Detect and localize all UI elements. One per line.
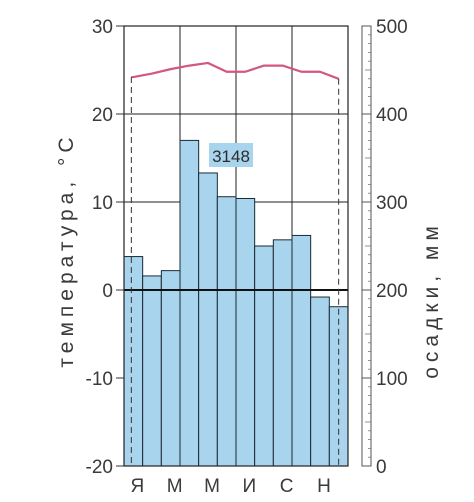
axis-titles: температура, °С осадки, мм [55, 132, 443, 378]
month-label: Я [130, 476, 144, 497]
precipitation-bar [216, 196, 237, 467]
precipitation-bar [235, 197, 256, 467]
precipitation-bar [123, 256, 144, 467]
precipitation-bar [291, 234, 312, 467]
temperature-line [130, 61, 340, 466]
precipitation-axis-title: осадки, мм [420, 221, 443, 379]
temperature-series-line [131, 61, 340, 80]
precipitation-tick-label: 0 [376, 457, 387, 478]
temperature-tick-label: -20 [86, 457, 113, 478]
annual-total-bg [209, 143, 253, 167]
precipitation-bar [254, 245, 274, 467]
month-label: Н [317, 476, 331, 497]
precipitation-bar [160, 270, 181, 467]
temperature-tick-label: 10 [92, 193, 113, 214]
precipitation-tick-label: 400 [376, 105, 408, 126]
month-label: И [243, 476, 257, 497]
temperature-tick-label: 30 [92, 17, 113, 38]
month-label: М [167, 476, 183, 497]
precipitation-tick-label: 300 [376, 193, 408, 214]
precipitation-bar [272, 239, 293, 467]
month-label: С [280, 476, 294, 497]
precipitation-tick-label: 200 [376, 281, 408, 302]
month-label: М [204, 476, 220, 497]
precipitation-tick-label: 100 [376, 369, 408, 390]
plot-border [123, 25, 349, 467]
temperature-axis-title: температура, °С [55, 132, 78, 367]
precipitation-bar [179, 139, 200, 467]
precipitation-bar [198, 172, 218, 467]
precipitation-bar [310, 296, 330, 467]
precipitation-bars: 3148 [123, 139, 349, 467]
precipitation-bar [142, 275, 162, 467]
precipitation-axis-ticks: 0 100 200 300 400 500 [362, 17, 408, 478]
temperature-axis-ticks: -20 -10 0 10 20 30 [86, 17, 124, 478]
temperature-tick-label: 20 [92, 105, 113, 126]
temperature-tick-label: -10 [86, 369, 113, 390]
temperature-tick-label: 0 [102, 281, 113, 302]
annual-total-box: 3148 [209, 143, 253, 167]
annual-total-label: 3148 [212, 147, 250, 166]
precipitation-tick-label: 500 [376, 17, 408, 38]
